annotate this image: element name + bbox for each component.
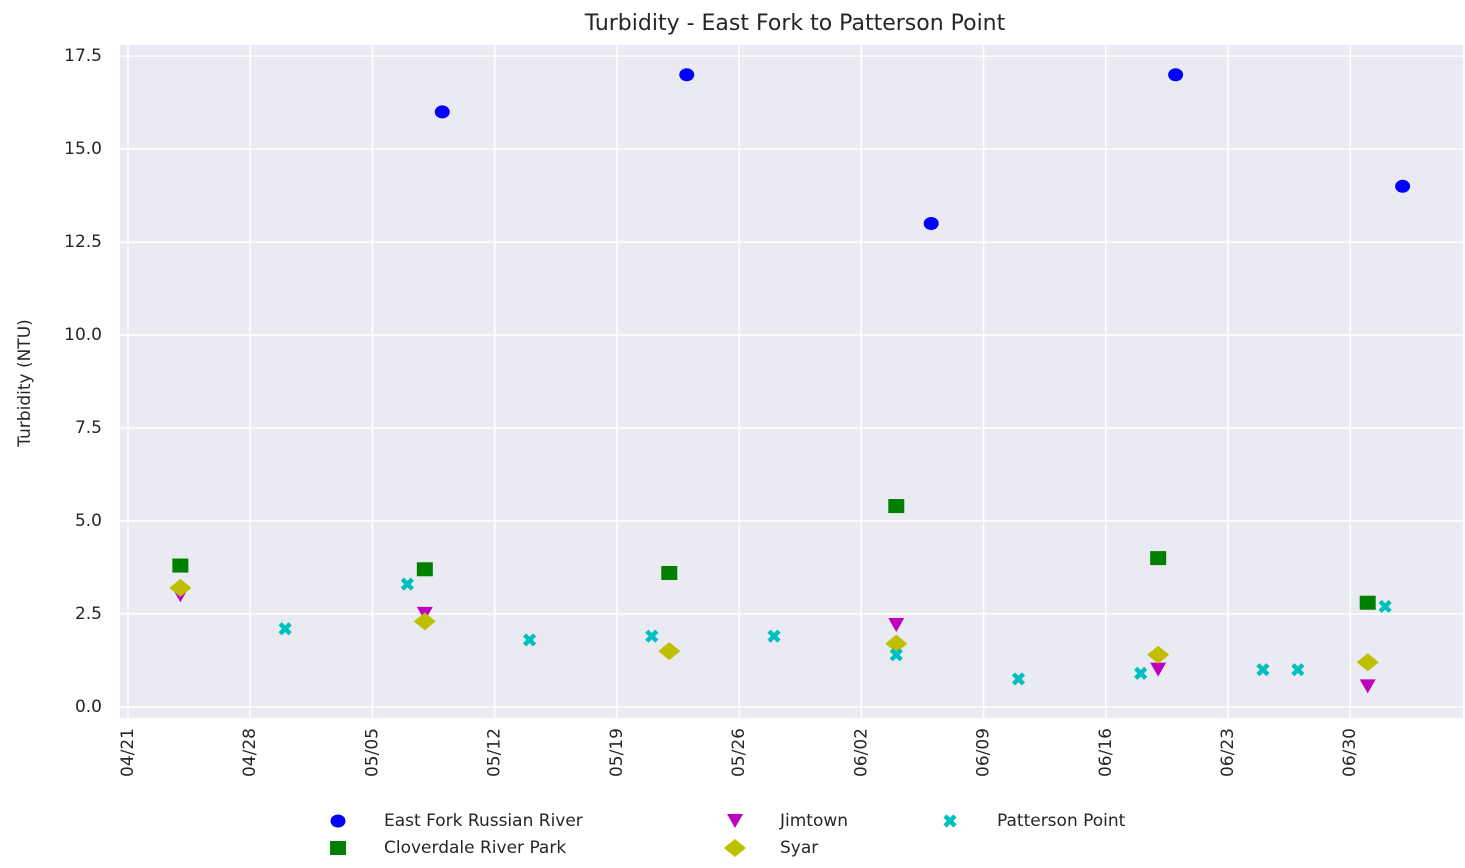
data-point: [1359, 679, 1376, 694]
x-tick-label: 05/05: [362, 728, 382, 777]
legend-marker: [727, 814, 743, 828]
data-point: [885, 634, 908, 653]
data-point: [400, 577, 414, 591]
data-point: [1147, 645, 1170, 664]
data-point: [1011, 672, 1026, 686]
data-point: [888, 618, 905, 633]
data-point: [1356, 653, 1379, 672]
y-tick-label: 17.5: [64, 46, 102, 66]
data-point: [1378, 599, 1392, 614]
x-tick-label: 05/12: [485, 728, 505, 777]
data-point: [767, 629, 781, 643]
x-tick-label: 06/23: [1218, 728, 1238, 777]
data-point: [172, 558, 189, 573]
data-point: [1291, 663, 1305, 677]
legend-marker: [943, 814, 957, 828]
data-point: [1134, 666, 1148, 680]
y-axis-label: Turbidity (NTU): [15, 319, 35, 448]
legend-marker: [330, 814, 346, 828]
data-point: [1359, 595, 1376, 610]
legend-marker: [724, 839, 746, 857]
x-tick-label: 05/19: [607, 728, 627, 777]
legend-label: East Fork Russian River: [384, 811, 583, 831]
chart-title: Turbidity - East Fork to Patterson Point: [584, 11, 1006, 36]
x-tick-label: 06/30: [1340, 728, 1360, 777]
data-point: [434, 105, 450, 119]
y-tick-label: 7.5: [75, 418, 102, 438]
data-point: [888, 499, 905, 514]
data-point: [413, 612, 436, 631]
data-point: [889, 648, 903, 662]
data-point: [661, 565, 678, 580]
data-point: [658, 642, 681, 661]
data-point: [278, 622, 292, 636]
data-point: [416, 562, 433, 577]
data-point: [645, 629, 659, 643]
y-tick-label: 5.0: [75, 511, 102, 531]
data-point: [1256, 663, 1270, 677]
data-point: [1150, 551, 1167, 566]
y-tick-label: 10.0: [64, 325, 102, 345]
x-tick-label: 06/09: [974, 728, 994, 777]
data-point: [679, 68, 695, 82]
data-point: [923, 216, 939, 230]
data-point: [1150, 662, 1167, 677]
legend-label: Patterson Point: [997, 811, 1126, 831]
data-point: [169, 578, 192, 597]
y-tick-label: 0.0: [75, 697, 102, 717]
y-tick-label: 12.5: [64, 232, 102, 252]
y-tick-label: 15.0: [64, 139, 102, 159]
legend-label: Jimtown: [779, 811, 848, 831]
legend-label: Syar: [780, 838, 818, 858]
y-tick-label: 2.5: [75, 604, 102, 624]
x-tick-label: 05/26: [729, 728, 749, 777]
legend-label: Cloverdale River Park: [384, 838, 566, 858]
x-tick-label: 04/28: [240, 728, 260, 777]
legend-marker: [330, 841, 346, 855]
x-tick-label: 06/16: [1096, 728, 1116, 777]
data-point: [1395, 179, 1411, 193]
x-tick-label: 04/21: [118, 728, 138, 777]
data-point: [523, 633, 537, 647]
x-tick-label: 06/02: [851, 728, 871, 777]
data-point: [1168, 68, 1184, 82]
plot-area: [120, 45, 1463, 718]
